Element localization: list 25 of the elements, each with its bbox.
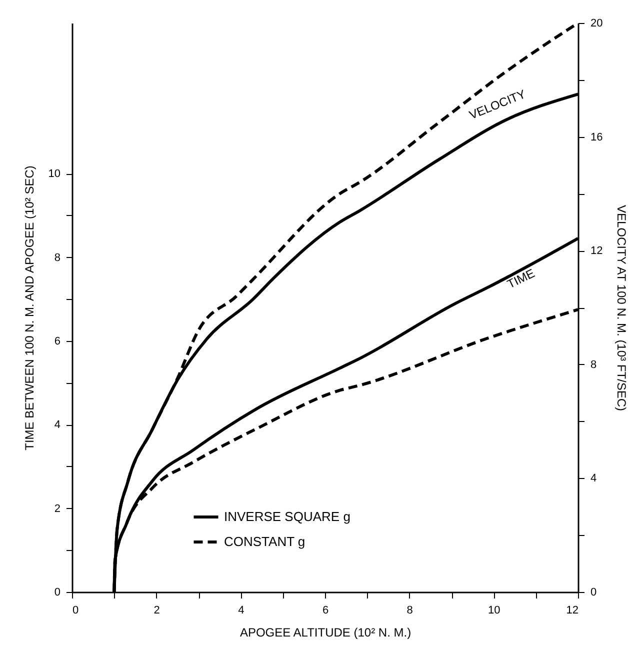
y2-tick-label: 12 xyxy=(590,245,603,258)
legend-label: CONSTANT g xyxy=(224,534,306,549)
y2-tick-label: 4 xyxy=(590,472,597,485)
x-tick-label: 10 xyxy=(488,604,500,616)
x-tick-label: 12 xyxy=(566,604,578,616)
y-tick-label: 0 xyxy=(54,586,60,598)
y2-tick-label: 20 xyxy=(590,18,603,30)
y-axis-title: TIME BETWEEN 100 N. M. AND APOGEE (10² SEC) xyxy=(22,166,36,450)
x-axis-title: APOGEE ALTITUDE (10² N. M.) xyxy=(240,626,412,640)
y-tick-label: 10 xyxy=(48,168,60,180)
x-tick-label: 2 xyxy=(154,604,160,616)
y2-tick-label: 16 xyxy=(590,131,603,144)
y2-axis-title: VELOCITY AT 100 N. M. (10³ FT/SEC) xyxy=(614,204,629,412)
x-tick-label: 8 xyxy=(406,604,413,616)
y-tick-label: 6 xyxy=(54,335,60,348)
y2-tick-label: 8 xyxy=(590,358,597,371)
y-tick-label: 8 xyxy=(54,252,60,264)
x-tick-label: 6 xyxy=(322,604,329,616)
annotation: TIME xyxy=(504,266,537,292)
y-tick-label: 2 xyxy=(54,502,60,515)
legend-label: INVERSE SQUARE g xyxy=(224,509,350,524)
x-tick-label: 0 xyxy=(72,604,79,616)
x-tick-label: 4 xyxy=(238,604,244,616)
y-tick-label: 4 xyxy=(54,419,60,432)
y2-tick-label: 0 xyxy=(590,586,597,598)
